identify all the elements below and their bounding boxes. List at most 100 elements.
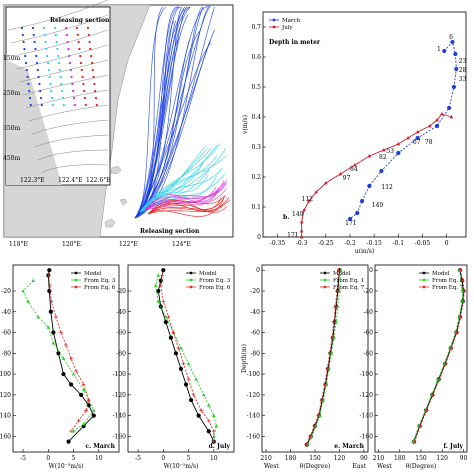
release-point [88, 40, 91, 44]
data-point [330, 335, 334, 340]
map-lon-tick: 122°E [119, 241, 138, 248]
data-point [164, 314, 168, 319]
y-tick-label: -80 [1, 350, 11, 357]
map-lon-tick: 120°E [62, 241, 81, 248]
data-point [179, 346, 183, 350]
series-line-july [301, 113, 452, 237]
isobath-line [7, 0, 109, 31]
release-point [78, 47, 81, 51]
y-tick-label: -60 [1, 330, 11, 337]
isobath-line [34, 134, 109, 148]
x-tick-label: 120 [437, 455, 449, 462]
data-point [406, 136, 410, 140]
isobath-line [16, 44, 109, 70]
x-axis-label: W(10⁻⁵m/s) [49, 463, 84, 470]
isobath-line [31, 119, 109, 135]
release-point [40, 103, 43, 107]
data-point [163, 320, 168, 325]
data-point [412, 439, 417, 444]
data-point [212, 413, 216, 418]
inset-depth-tick: 350m [3, 125, 20, 132]
releasing-section-label-bottom: Releasing section [140, 228, 200, 235]
data-point [51, 340, 56, 345]
release-point [90, 61, 94, 65]
data-point [178, 366, 184, 371]
data-point [194, 377, 198, 381]
data-point [74, 369, 78, 373]
release-point [35, 61, 39, 65]
release-point [94, 96, 98, 100]
y-tick-label: 0.3 [251, 144, 261, 151]
release-point [94, 89, 97, 93]
release-point [53, 26, 57, 30]
data-point [69, 429, 73, 434]
map-lon-tick: 118°E [9, 241, 28, 248]
data-point [196, 413, 201, 418]
data-point [206, 403, 211, 407]
data-point [396, 142, 401, 146]
data-point [71, 372, 76, 376]
data-point [314, 190, 318, 194]
data-point [458, 268, 463, 272]
y-tick-label: -60 [116, 330, 126, 337]
release-point [50, 96, 54, 100]
release-point [32, 33, 35, 37]
data-point [443, 361, 448, 366]
particle-trajectories [134, 6, 231, 219]
legend-marker [422, 278, 426, 282]
data-point [355, 210, 360, 216]
y-tick-label: -40 [1, 309, 11, 316]
chart-panel-b: -0.35 -0.3 -0.25 -0.2 -0.15 -0.1 -0.05 0 0 0.1 0.2… [242, 11, 467, 255]
data-point [49, 299, 54, 304]
y-tick-label: -160 [360, 433, 374, 440]
release-point [90, 54, 93, 58]
series-line-from-eq-7 [305, 270, 340, 445]
release-point [86, 26, 90, 30]
inset-depth-tick: 450m [3, 155, 20, 162]
data-point [56, 351, 61, 356]
release-point [44, 40, 47, 44]
data-point [333, 304, 338, 309]
release-point [89, 47, 92, 51]
data-point [353, 163, 357, 167]
panel-label: f. July [443, 443, 463, 450]
point-label: 53 [386, 148, 394, 155]
data-point [334, 320, 338, 324]
data-point [81, 421, 86, 426]
legend-marker [74, 271, 78, 275]
series-line-from-eq-3 [155, 275, 217, 437]
trajectory-line [147, 203, 227, 215]
data-point [186, 377, 191, 382]
y-tick-label: -140 [0, 413, 11, 420]
data-point [61, 371, 66, 377]
release-point [35, 54, 38, 58]
release-point [92, 75, 95, 79]
trajectory-line [134, 6, 166, 219]
data-point [59, 330, 63, 335]
trajectory-line [134, 6, 203, 219]
y-tick-label: -40 [116, 309, 126, 316]
release-point [73, 103, 76, 107]
release-point [79, 54, 82, 58]
x-tick-label: 5 [187, 455, 191, 462]
plot-frame [262, 11, 467, 238]
legend-label: From Eq. 7 [432, 285, 464, 291]
x-tick-label: -5 [135, 455, 141, 462]
chart-panel-d: -5 0 5 10 -20 -40 -60 -80 -100 -120 -140 -160 W(10⁻⁵… [113, 264, 235, 470]
release-point [64, 26, 68, 30]
release-point [72, 96, 76, 100]
data-point [212, 434, 216, 438]
data-point [153, 283, 158, 288]
data-point [446, 105, 452, 111]
y-tick-label: -100 [0, 371, 11, 378]
y-tick-label: -160 [0, 433, 11, 440]
y-tick-label: -60 [250, 330, 260, 337]
legend-marker [323, 285, 327, 289]
map-lon-tick: 124°E [172, 241, 191, 248]
point-label: 171 [345, 220, 356, 227]
chart-panel-f: 210 180 150 120 90 0 -20 -40 -60 -80 -100 -120 -140 -… [360, 264, 467, 470]
trajectory-line [134, 6, 211, 219]
data-point [91, 408, 96, 412]
legend-marker [74, 285, 78, 289]
x-tick-label: 210 [373, 455, 385, 462]
